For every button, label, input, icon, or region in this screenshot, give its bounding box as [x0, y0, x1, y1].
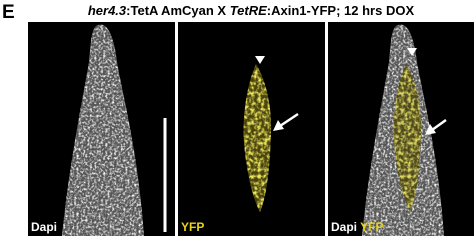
arrow [425, 124, 436, 135]
panel-dapi: Dapi [28, 22, 175, 236]
panel-yfp: YFP [178, 22, 325, 236]
label-yfp: YFP [360, 220, 383, 234]
title-part: :TetA AmCyan X [126, 3, 230, 18]
label-dapi: Dapi [331, 220, 357, 234]
arrow [273, 120, 284, 131]
arrowhead [255, 56, 265, 64]
title-part: :Axin1-YFP; 12 hrs DOX [267, 3, 415, 18]
channel-label: Dapi [31, 220, 57, 234]
channel-label: YFP [181, 220, 204, 234]
figure-title: her4.3:TetA AmCyan X TetRE:Axin1-YFP; 12… [88, 3, 415, 18]
title-part: TetRE [230, 3, 267, 18]
channel-label: Dapi YFP [331, 220, 383, 234]
panel-merge: Dapi YFP [328, 22, 474, 236]
arrowhead [407, 48, 417, 56]
panel-letter: E [2, 2, 15, 23]
title-part: her4.3 [88, 3, 127, 18]
